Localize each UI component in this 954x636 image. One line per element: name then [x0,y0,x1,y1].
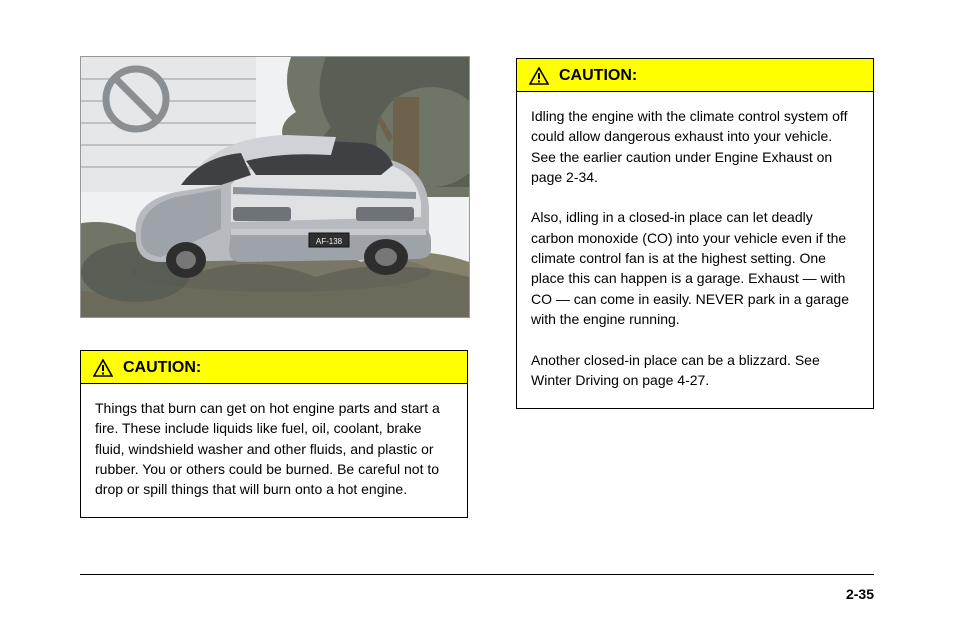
illustration: AF-138 [80,56,470,318]
right-caution-p3: Another closed-in place can be a blizzar… [531,352,820,388]
left-caution-box: CAUTION: Things that burn can get on hot… [80,350,468,518]
right-caution-box: CAUTION: Idling the engine with the clim… [516,58,874,409]
right-caution-body: Idling the engine with the climate contr… [517,92,873,408]
right-caution-p1: Idling the engine with the climate contr… [531,108,847,185]
left-caution-body: Things that burn can get on hot engine p… [81,384,467,517]
license-plate-text: AF-138 [316,237,343,246]
right-caution-header: CAUTION: [517,59,873,92]
warning-icon [93,359,113,377]
left-caution-title: CAUTION: [123,359,201,377]
right-caution-p2: Also, idling in a closed-in place can le… [531,209,849,326]
warning-icon [529,67,549,85]
footer-rule [80,574,874,575]
illustration-svg: AF-138 [81,57,469,317]
left-caution-header: CAUTION: [81,351,467,384]
page-number: 2-35 [846,586,874,602]
right-caution-title: CAUTION: [559,67,637,85]
